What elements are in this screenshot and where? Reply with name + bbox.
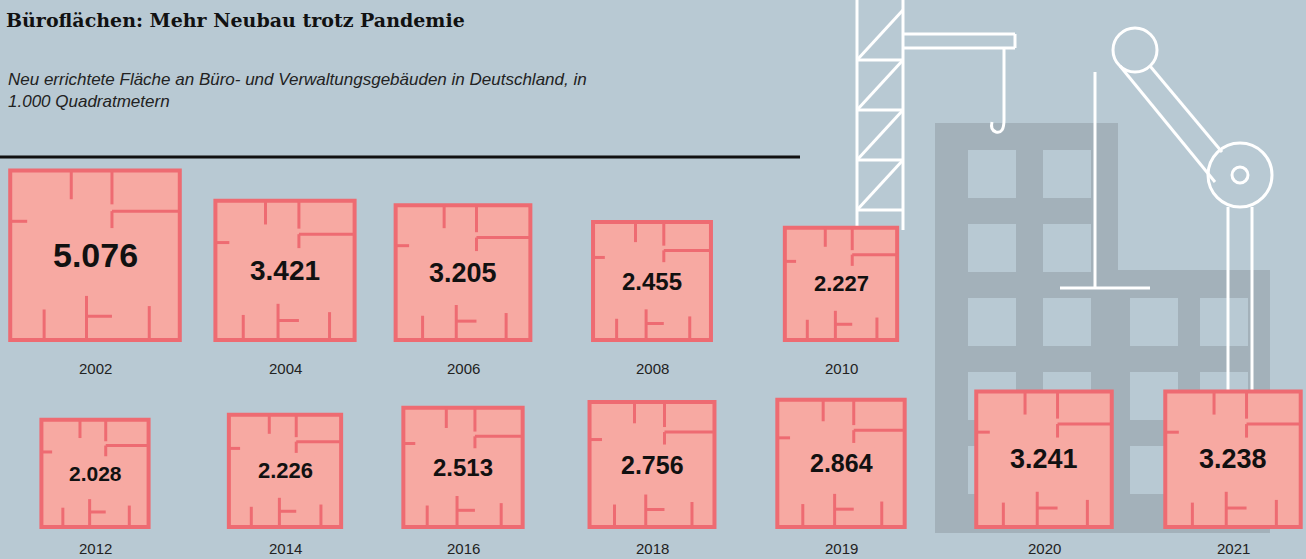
svg-text:2014: 2014: [269, 540, 302, 557]
svg-text:2018: 2018: [636, 540, 669, 557]
svg-text:2.513: 2.513: [433, 454, 493, 481]
svg-text:Büroflächen: Mehr Neubau trotz: Büroflächen: Mehr Neubau trotz Pandemie: [6, 9, 465, 31]
svg-text:3.421: 3.421: [250, 255, 320, 286]
svg-text:2021: 2021: [1217, 540, 1250, 557]
svg-text:5.076: 5.076: [53, 236, 138, 274]
svg-text:3.238: 3.238: [1199, 444, 1267, 474]
svg-text:2.756: 2.756: [621, 451, 684, 479]
svg-text:2.227: 2.227: [814, 271, 869, 296]
svg-text:2006: 2006: [447, 360, 480, 377]
svg-text:2012: 2012: [79, 540, 112, 557]
svg-text:3.241: 3.241: [1010, 444, 1078, 474]
svg-text:2.028: 2.028: [69, 462, 122, 485]
svg-text:2004: 2004: [269, 360, 302, 377]
svg-text:2020: 2020: [1028, 540, 1061, 557]
svg-text:2.864: 2.864: [810, 449, 873, 477]
svg-text:2002: 2002: [79, 360, 112, 377]
svg-text:Neu errichtete Fläche an Büro-: Neu errichtete Fläche an Büro- und Verwa…: [8, 70, 587, 111]
svg-text:2.226: 2.226: [258, 458, 313, 483]
svg-text:2010: 2010: [825, 360, 858, 377]
svg-text:2019: 2019: [825, 540, 858, 557]
svg-text:2.455: 2.455: [622, 268, 682, 295]
svg-text:2008: 2008: [636, 360, 669, 377]
svg-text:3.205: 3.205: [429, 258, 497, 288]
svg-text:2016: 2016: [447, 540, 480, 557]
